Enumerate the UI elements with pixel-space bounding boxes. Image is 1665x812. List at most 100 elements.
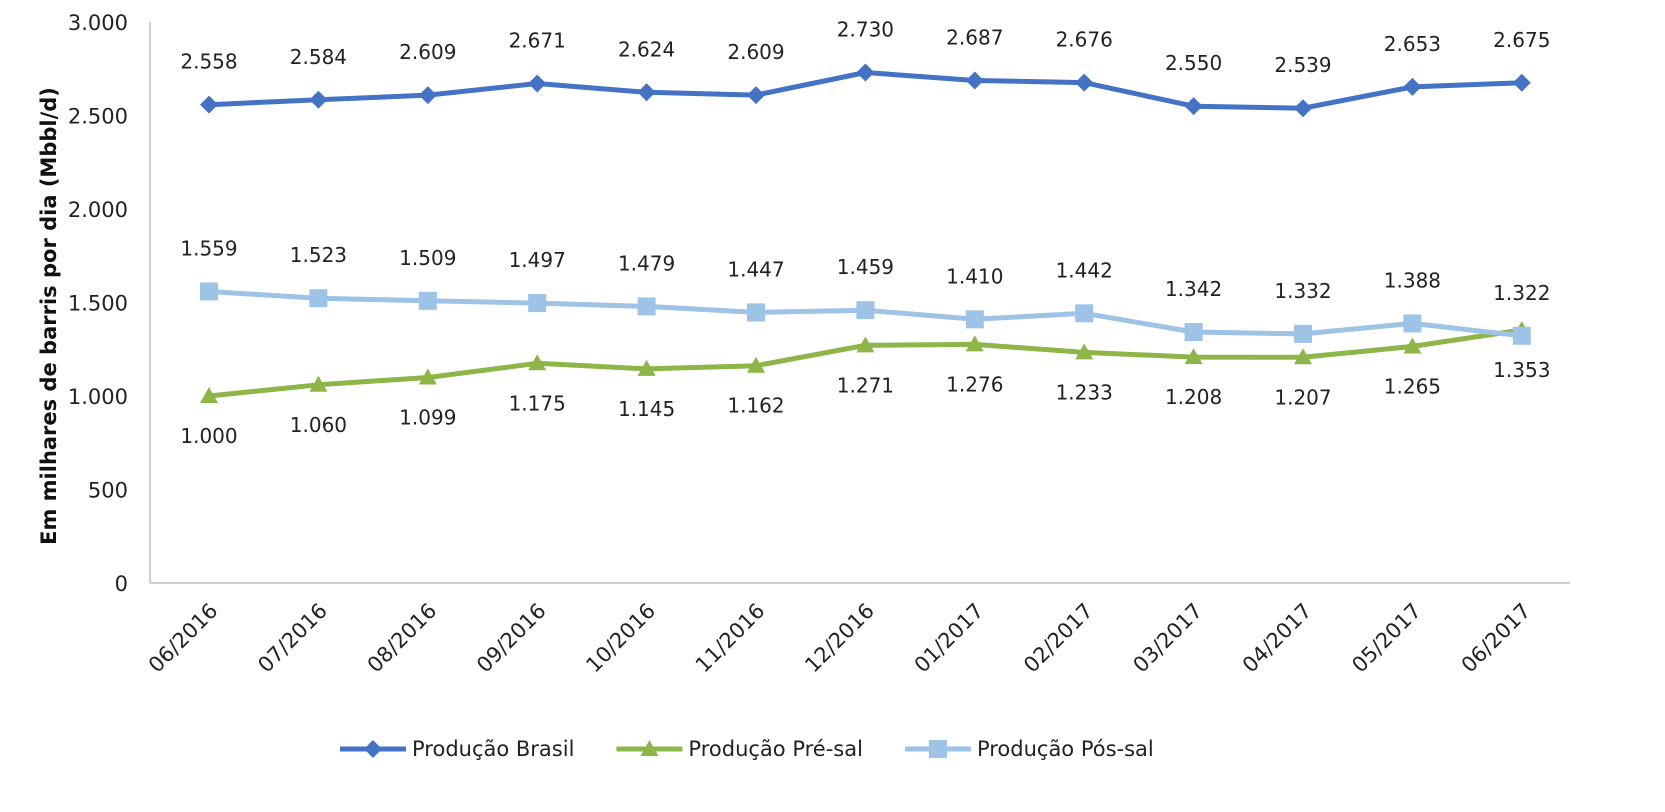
x-tick-label: 07/2016 xyxy=(253,599,332,678)
data-point-producao-brasil xyxy=(418,86,437,105)
data-label-producao-pre-sal: 1.162 xyxy=(727,394,784,418)
data-point-producao-pre-sal xyxy=(1184,348,1203,365)
data-label-producao-pos-sal: 1.459 xyxy=(837,255,894,279)
data-label-producao-pos-sal: 1.447 xyxy=(727,257,784,281)
y-tick-label: 1.500 xyxy=(68,292,128,316)
data-label-producao-pre-sal: 1.276 xyxy=(946,372,1003,396)
x-tick-label: 06/2017 xyxy=(1457,599,1536,678)
data-point-producao-pre-sal xyxy=(418,368,437,385)
data-point-producao-pos-sal xyxy=(200,282,218,301)
y-tick-label: 2.000 xyxy=(68,198,128,222)
x-tick-label: 10/2016 xyxy=(581,599,660,678)
x-tick-label: 09/2016 xyxy=(472,599,551,678)
data-label-producao-pre-sal: 1.208 xyxy=(1165,385,1222,409)
x-tick-label: 06/2016 xyxy=(144,599,223,678)
data-point-producao-pre-sal xyxy=(965,335,984,352)
data-point-producao-brasil xyxy=(200,95,218,114)
data-point-producao-pre-sal xyxy=(309,375,328,392)
x-tick-label: 05/2017 xyxy=(1347,599,1426,678)
y-tick-labels: 0 500 1.000 1.500 2.000 2.500 3.000 xyxy=(68,11,128,596)
legend-item-producao-pos-sal: Produção Pós-sal xyxy=(904,737,1154,761)
data-point-producao-pos-sal xyxy=(1294,324,1312,343)
data-point-producao-brasil xyxy=(1294,99,1312,118)
legend-item-producao-pre-sal: Produção Pré-sal xyxy=(616,737,863,761)
data-label-producao-pre-sal: 1.145 xyxy=(618,397,675,421)
legend-marker xyxy=(928,740,947,758)
data-label-producao-brasil: 2.676 xyxy=(1056,28,1113,52)
data-point-producao-brasil xyxy=(1184,97,1203,116)
data-label-producao-pos-sal: 1.509 xyxy=(399,246,456,270)
data-point-producao-pos-sal xyxy=(1512,326,1531,345)
x-tick-label: 03/2017 xyxy=(1128,599,1207,678)
data-label-producao-pre-sal: 1.099 xyxy=(399,405,456,429)
data-labels: 2.558 2.584 2.609 2.671 2.624 2.609 2.730 2.687… xyxy=(180,17,1550,448)
y-tick-label: 0 xyxy=(115,572,128,596)
y-tick-label: 3.000 xyxy=(68,11,128,35)
data-label-producao-pos-sal: 1.523 xyxy=(290,243,347,267)
data-label-producao-pos-sal: 1.322 xyxy=(1493,281,1550,305)
data-point-producao-pre-sal xyxy=(528,354,547,371)
data-label-producao-brasil: 2.653 xyxy=(1384,32,1441,56)
data-label-producao-pre-sal: 1.060 xyxy=(290,413,347,437)
data-label-producao-brasil: 2.558 xyxy=(180,50,237,74)
data-label-producao-pos-sal: 1.332 xyxy=(1274,279,1331,303)
data-point-producao-brasil xyxy=(637,83,656,102)
data-point-producao-pos-sal xyxy=(637,297,656,316)
data-point-producao-brasil xyxy=(747,86,765,105)
data-label-producao-brasil: 2.550 xyxy=(1165,51,1222,75)
data-label-producao-pos-sal: 1.479 xyxy=(618,251,675,275)
data-point-producao-pos-sal xyxy=(1075,304,1094,323)
data-point-producao-pre-sal xyxy=(1403,337,1422,354)
data-label-producao-pos-sal: 1.410 xyxy=(946,264,1003,288)
data-point-producao-brasil xyxy=(309,90,328,109)
legend: Produção Brasil Produção Pré-sal Produção … xyxy=(340,737,1154,761)
data-label-producao-pre-sal: 1.353 xyxy=(1493,358,1550,382)
y-tick-label: 2.500 xyxy=(68,105,128,129)
data-point-producao-pos-sal xyxy=(528,294,547,313)
data-label-producao-brasil: 2.675 xyxy=(1493,28,1550,52)
data-label-producao-pre-sal: 1.271 xyxy=(837,373,894,397)
data-label-producao-pos-sal: 1.388 xyxy=(1384,268,1441,292)
data-label-producao-pos-sal: 1.497 xyxy=(509,248,566,272)
x-tick-label: 02/2017 xyxy=(1019,599,1098,678)
data-label-producao-pre-sal: 1.233 xyxy=(1056,380,1113,404)
x-tick-label: 08/2016 xyxy=(363,599,442,678)
data-label-producao-brasil: 2.730 xyxy=(837,17,894,41)
data-point-producao-brasil xyxy=(1403,77,1422,96)
data-point-producao-pos-sal xyxy=(747,303,765,322)
data-point-producao-pre-sal xyxy=(200,387,218,403)
data-point-producao-pre-sal xyxy=(747,356,765,373)
data-point-producao-pos-sal xyxy=(1403,314,1422,333)
data-point-producao-pre-sal xyxy=(1294,348,1312,365)
data-label-producao-pre-sal: 1.175 xyxy=(509,391,566,415)
data-point-producao-pos-sal xyxy=(309,289,328,308)
data-point-producao-brasil xyxy=(528,74,547,93)
data-label-producao-brasil: 2.624 xyxy=(618,37,675,61)
legend-label: Produção Pré-sal xyxy=(688,737,863,761)
x-tick-label: 11/2016 xyxy=(691,599,770,678)
legend-label: Produção Pós-sal xyxy=(977,737,1154,761)
data-label-producao-brasil: 2.539 xyxy=(1274,53,1331,77)
data-label-producao-brasil: 2.687 xyxy=(946,26,1003,50)
data-label-producao-pos-sal: 1.342 xyxy=(1165,277,1222,301)
y-tick-label: 500 xyxy=(88,479,128,503)
series-producao-pos-sal xyxy=(200,282,1531,345)
data-point-producao-pos-sal xyxy=(1184,323,1203,342)
data-label-producao-brasil: 2.584 xyxy=(290,45,347,69)
y-axis-label: Em milhares de barris por dia (Mbbl/d) xyxy=(37,87,61,545)
legend-marker xyxy=(364,740,382,758)
data-point-producao-brasil xyxy=(856,63,875,82)
x-tick-labels: 06/2016 07/2016 08/2016 09/2016 10/2016 11/20… xyxy=(144,599,1535,678)
series-producao-brasil xyxy=(200,63,1531,118)
data-point-producao-pre-sal xyxy=(856,336,875,353)
legend-item-producao-brasil: Produção Brasil xyxy=(340,737,574,761)
data-label-producao-pos-sal: 1.559 xyxy=(180,236,237,260)
x-tick-label: 01/2017 xyxy=(910,599,989,678)
data-point-producao-brasil xyxy=(1512,73,1531,92)
y-tick-label: 1.000 xyxy=(68,385,128,409)
data-point-producao-pos-sal xyxy=(418,291,437,310)
data-point-producao-pre-sal xyxy=(1075,343,1094,360)
data-label-producao-pos-sal: 1.442 xyxy=(1056,258,1113,282)
legend-marker xyxy=(640,740,659,756)
